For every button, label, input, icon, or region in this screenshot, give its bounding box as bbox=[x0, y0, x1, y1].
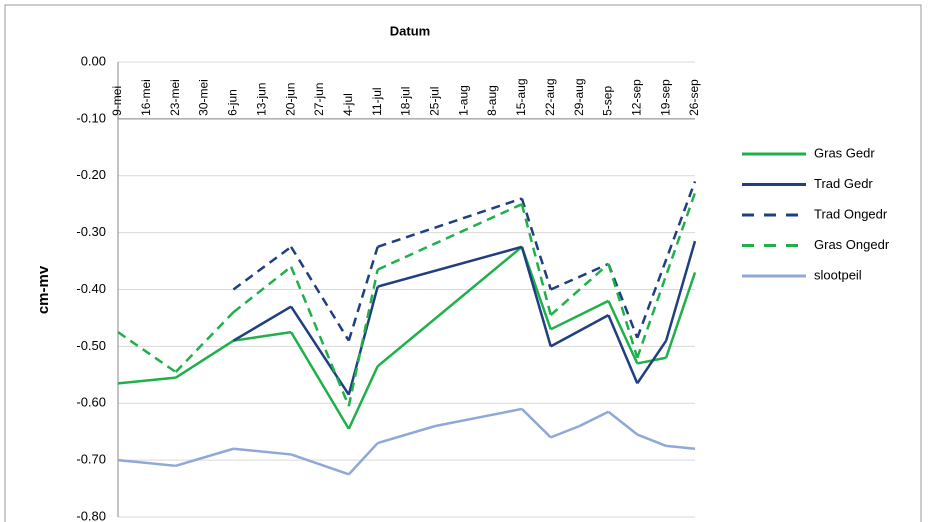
y-tick-label: -0.60 bbox=[76, 395, 106, 410]
series-segment bbox=[520, 246, 552, 347]
series-segment bbox=[117, 331, 177, 373]
series-segment bbox=[607, 314, 639, 384]
series-segment bbox=[520, 198, 552, 290]
y-tick-label: 0.00 bbox=[81, 53, 106, 68]
series-segment bbox=[290, 453, 350, 476]
y-tick-label: -0.50 bbox=[76, 338, 106, 353]
series-segment bbox=[607, 300, 639, 364]
series-segment bbox=[232, 245, 292, 291]
legend-label: Gras Gedr bbox=[814, 145, 875, 160]
series-segment bbox=[550, 424, 581, 439]
series-segment bbox=[607, 263, 639, 359]
series-segment bbox=[290, 331, 350, 430]
x-tick-label: 20-jun bbox=[283, 83, 297, 116]
series-segment bbox=[117, 376, 176, 385]
series-segment bbox=[579, 410, 610, 428]
series-segment bbox=[175, 447, 234, 468]
series-segment bbox=[607, 410, 639, 436]
x-tick-label: 25-jul bbox=[428, 87, 442, 116]
legend-label: Trad Ongedr bbox=[814, 206, 888, 221]
series-segment bbox=[607, 263, 639, 339]
series-segment bbox=[175, 339, 235, 379]
legend-label: Gras Ongedr bbox=[814, 237, 890, 252]
series-segment bbox=[521, 408, 552, 439]
x-tick-label: 23-mei bbox=[168, 79, 182, 116]
series-segment bbox=[377, 424, 436, 445]
series-segment bbox=[520, 203, 552, 316]
series-segment bbox=[550, 262, 609, 291]
series-segment bbox=[233, 330, 292, 342]
series-segment bbox=[377, 203, 523, 271]
series-segment bbox=[636, 339, 668, 385]
x-tick-label: 30-mei bbox=[197, 79, 211, 116]
y-tick-label: -0.10 bbox=[76, 110, 106, 125]
series-segment bbox=[117, 458, 176, 468]
y-tick-label: -0.70 bbox=[76, 452, 106, 467]
legend-label: slootpeil bbox=[814, 267, 862, 282]
series-segment bbox=[347, 365, 379, 430]
series-segment bbox=[435, 407, 523, 428]
x-tick-label: 11-jul bbox=[370, 87, 384, 115]
series-segment bbox=[666, 444, 696, 450]
y-tick-label: -0.20 bbox=[76, 167, 106, 182]
series-segment bbox=[347, 269, 379, 407]
series-segment bbox=[347, 442, 379, 476]
x-tick-label: 15-aug bbox=[514, 79, 528, 116]
legend-label: Trad Gedr bbox=[814, 176, 873, 191]
y-tick-label: -0.30 bbox=[76, 224, 106, 239]
x-tick-label: 29-aug bbox=[572, 79, 586, 116]
series-segment bbox=[550, 313, 610, 348]
y-tick-label: -0.40 bbox=[76, 281, 106, 296]
x-tick-label: 27-jun bbox=[312, 83, 326, 116]
series-segment bbox=[636, 181, 697, 339]
x-tick-label: 9-mei bbox=[110, 86, 124, 116]
x-tick-label: 13-jun bbox=[254, 83, 268, 116]
series-segment bbox=[377, 245, 523, 288]
series-segment bbox=[376, 245, 523, 368]
x-tick-label: 22-aug bbox=[543, 79, 557, 116]
series-segment bbox=[636, 433, 667, 448]
series-segment bbox=[664, 272, 697, 359]
x-tick-label: 5-sep bbox=[601, 86, 615, 116]
y-axis-title: cm-mv bbox=[35, 265, 52, 314]
series-segment bbox=[290, 246, 350, 342]
series-segment bbox=[347, 246, 379, 342]
x-tick-label: 8-aug bbox=[485, 85, 499, 116]
x-axis-title: Datum bbox=[390, 23, 430, 38]
x-tick-label: 4-jul bbox=[341, 93, 355, 116]
series-segment bbox=[550, 299, 610, 331]
x-tick-label: 18-jul bbox=[399, 87, 413, 116]
series-segment bbox=[232, 305, 292, 342]
series-segment bbox=[233, 447, 292, 456]
x-tick-label: 16-mei bbox=[139, 79, 153, 116]
x-tick-label: 12-sep bbox=[629, 79, 643, 116]
series-segment bbox=[377, 197, 523, 249]
series-segment bbox=[549, 262, 610, 317]
x-tick-label: 1-aug bbox=[456, 85, 470, 116]
series-segment bbox=[289, 266, 350, 407]
series-segment bbox=[232, 265, 292, 314]
y-tick-label: -0.80 bbox=[76, 508, 106, 522]
x-tick-label: 26-sep bbox=[687, 79, 701, 116]
x-tick-label: 6-jun bbox=[226, 89, 240, 116]
series-segment bbox=[664, 240, 697, 342]
x-tick-label: 19-sep bbox=[658, 79, 672, 116]
